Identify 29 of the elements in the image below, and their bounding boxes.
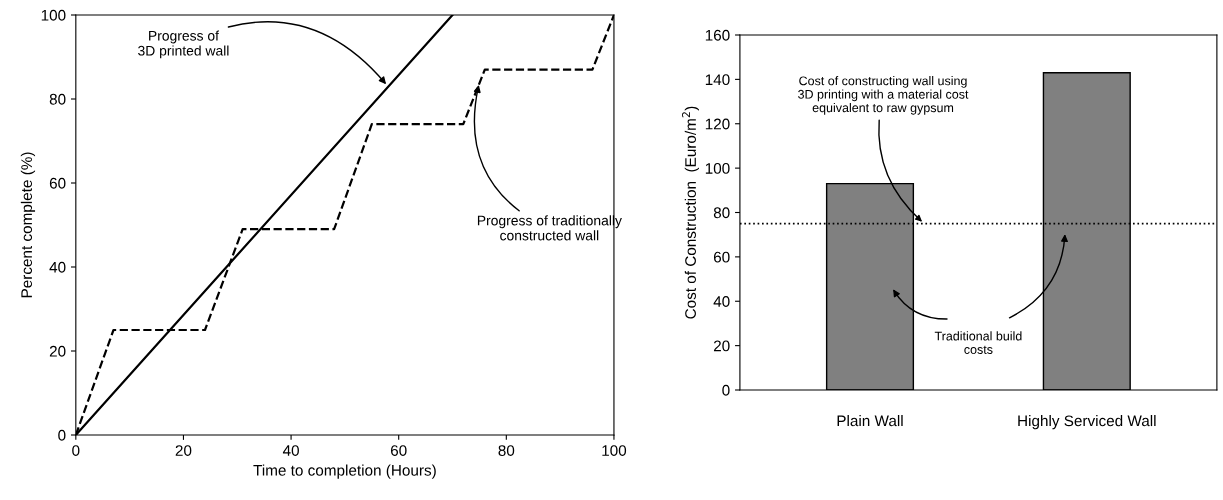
y-tick-label: 20 (713, 340, 730, 352)
x-tick-label: Plain Wall (837, 415, 903, 427)
y-tick-label: 160 (705, 29, 730, 41)
x-tick-label: 40 (282, 445, 299, 456)
y-tick-label: 80 (713, 207, 730, 219)
x-tick-label: 80 (498, 445, 515, 456)
y-tick-label: 40 (713, 296, 730, 307)
y-tick-label: 0 (722, 384, 730, 396)
annotation: Traditional build costs (934, 331, 1022, 354)
x-axis-title: Time to completion (Hours) (253, 464, 436, 479)
y-tick-label: 0 (58, 429, 66, 441)
x-tick-label: 60 (390, 445, 407, 456)
ref-line-label: Cost of constructing wall using 3D printing with a material cost equivalent to raw gypsum (798, 76, 969, 115)
y-axis-title: Cost of Construction (Euro/m$^{2}$) (682, 106, 699, 319)
x-tick-label: 100 (602, 445, 627, 456)
x-tick-label: Highly Serviced Wall (1018, 415, 1156, 430)
y-tick-label: 40 (49, 261, 66, 273)
y-tick-label: 100 (705, 162, 730, 174)
y-tick-label: 80 (49, 93, 66, 105)
y-tick-label: 140 (705, 74, 730, 86)
y-tick-label: 60 (713, 251, 730, 263)
y-tick-label: 100 (41, 9, 66, 21)
y-axis-title: Percent complete (%) (20, 152, 36, 298)
annotation: Progress of 3D printed wall (138, 30, 229, 59)
y-tick-label: 20 (49, 345, 66, 357)
y-tick-label: 60 (49, 177, 66, 189)
y-tick-label: 120 (705, 118, 730, 130)
x-tick-label: 0 (72, 445, 80, 456)
x-tick-label: 20 (175, 445, 192, 456)
